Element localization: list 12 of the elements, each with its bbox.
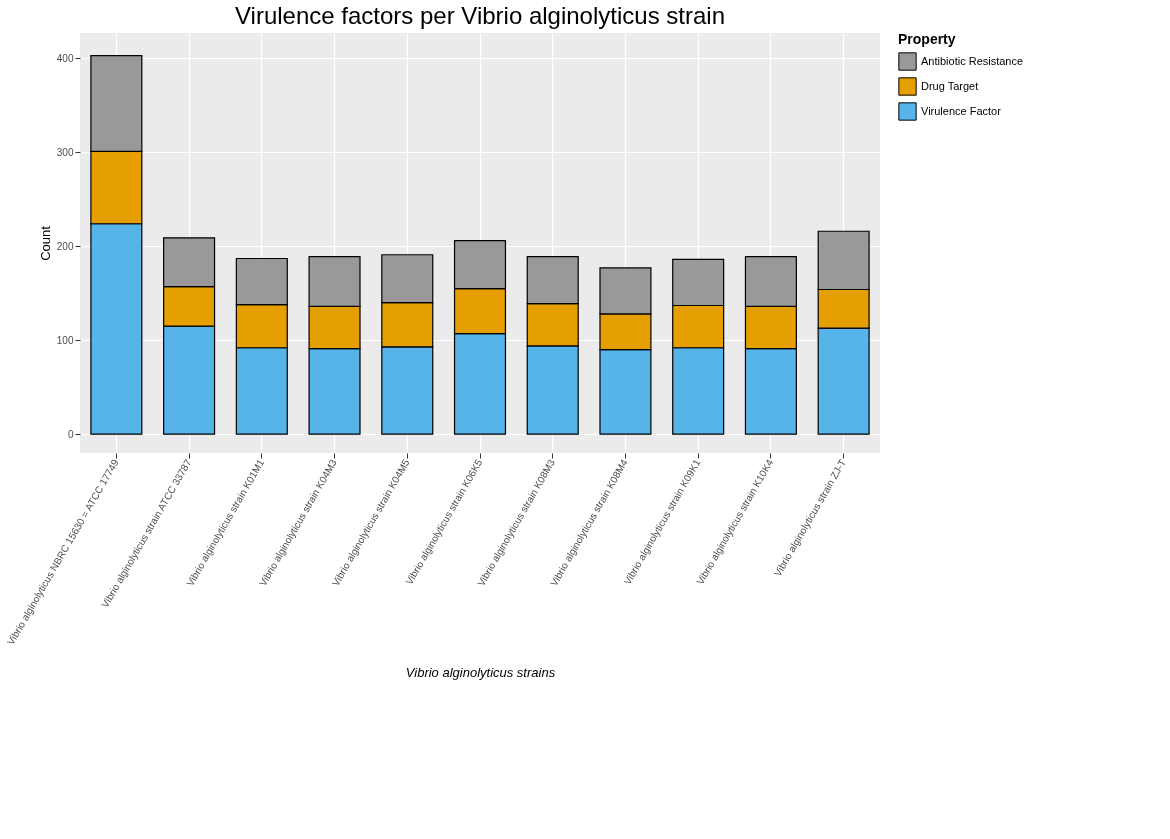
x-axis-title: Vibrio alginolyticus strains — [405, 665, 556, 681]
y-tick-label: 300 — [56, 146, 74, 158]
legend-label: Drug Target — [921, 79, 979, 92]
y-tick-label: 200 — [56, 240, 74, 252]
y-tick-label: 400 — [56, 52, 74, 64]
legend-label: Antibiotic Resistance — [921, 54, 1024, 67]
legend-title: Property — [898, 31, 956, 47]
y-axis-title: Count — [37, 225, 53, 261]
y-tick-label: 0 — [67, 428, 74, 440]
y-tick-label: 100 — [56, 334, 74, 346]
chart-title: Virulence factors per Vibrio alginolyticus strain — [234, 2, 726, 29]
legend-label: Virulence Factor — [921, 104, 1002, 117]
